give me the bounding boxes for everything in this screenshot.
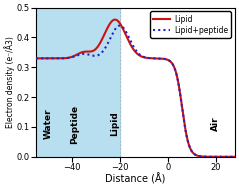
- Line: Lipid: Lipid: [36, 20, 235, 157]
- Lipid+peptide: [126, 33, 129, 36]
- Lipid: [228, 156, 230, 158]
- X-axis label: Distance (Å): Distance (Å): [105, 174, 166, 185]
- Lipid: [126, 37, 129, 40]
- Lipid: [114, 19, 116, 21]
- Text: Lipid: Lipid: [110, 112, 120, 136]
- Lipid+peptide: [131, 44, 134, 46]
- Lipid+peptide: [34, 57, 37, 60]
- Lipid+peptide: [45, 57, 48, 60]
- Lipid+peptide: [191, 151, 194, 154]
- Lipid+peptide: [228, 156, 230, 158]
- Y-axis label: Electron density (e⁻/Å3): Electron density (e⁻/Å3): [4, 36, 15, 128]
- Legend: Lipid, Lipid+peptide: Lipid, Lipid+peptide: [150, 12, 231, 38]
- Lipid: [34, 57, 37, 60]
- Bar: [36, 8, 120, 157]
- Lipid+peptide: [118, 24, 121, 27]
- Lipid+peptide: [234, 156, 236, 158]
- Lipid: [234, 156, 236, 158]
- Text: Peptide: Peptide: [70, 104, 79, 143]
- Lipid: [131, 47, 134, 50]
- Lipid: [45, 57, 48, 60]
- Lipid+peptide: [228, 156, 231, 158]
- Line: Lipid+peptide: Lipid+peptide: [36, 26, 235, 157]
- Text: Air: Air: [211, 117, 220, 131]
- Text: Water: Water: [43, 109, 52, 139]
- Lipid: [228, 156, 231, 158]
- Lipid: [191, 151, 194, 154]
